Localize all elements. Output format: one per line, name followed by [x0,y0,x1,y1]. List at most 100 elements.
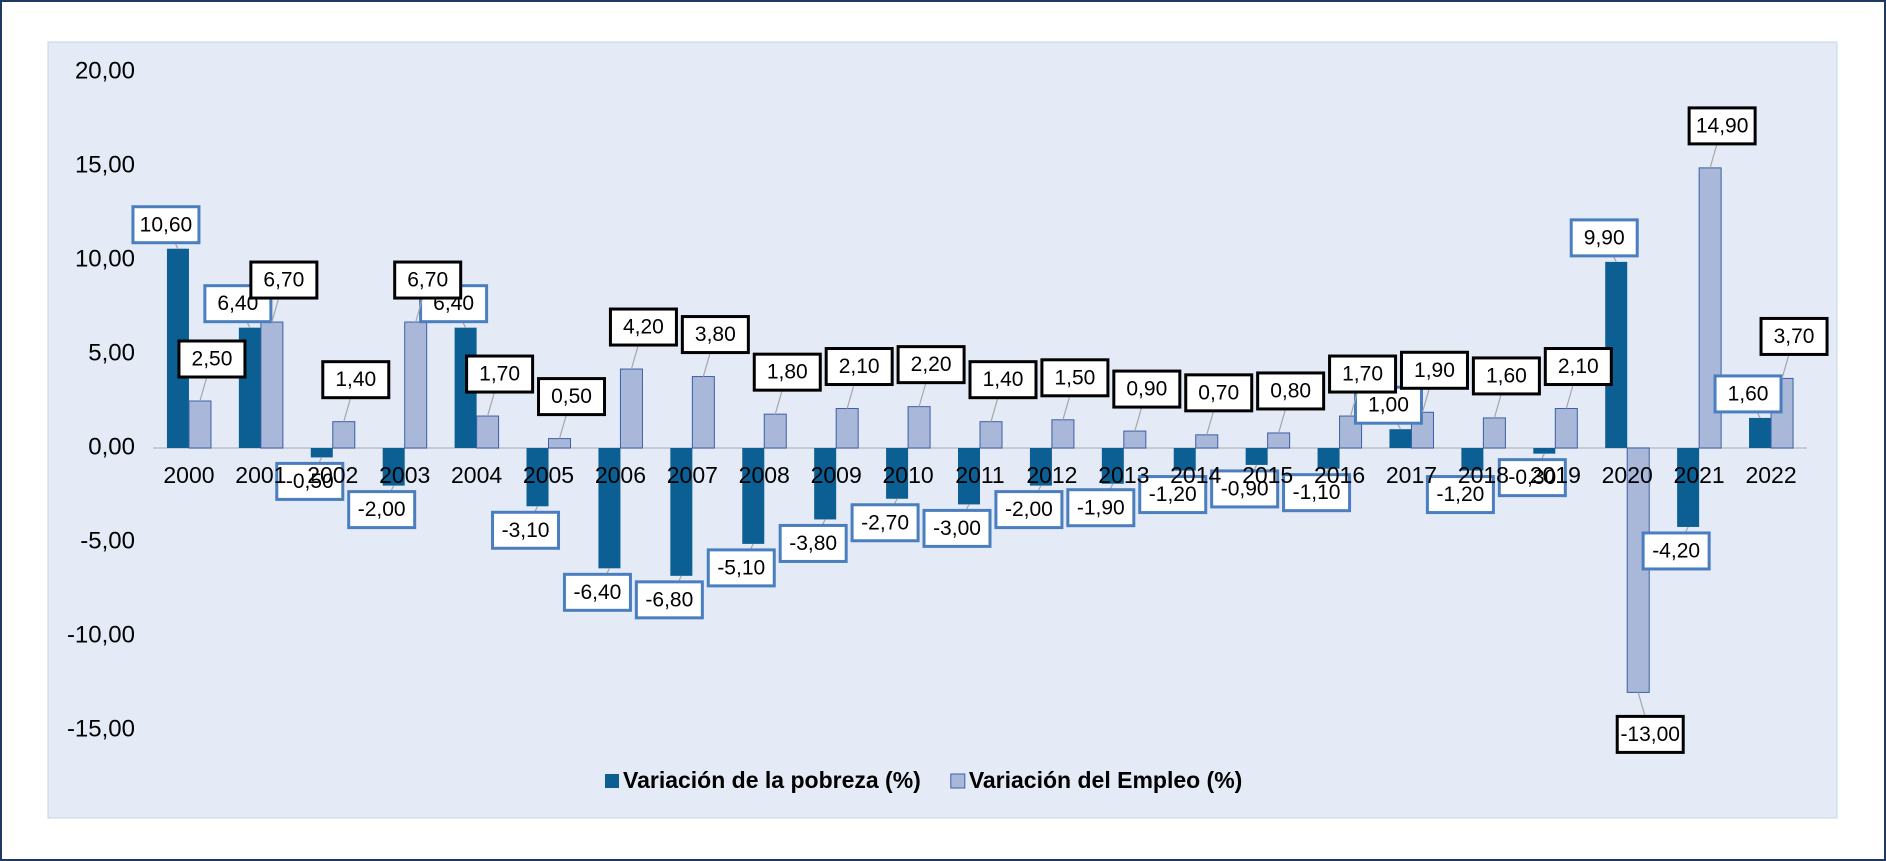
bar [1101,448,1124,484]
value-label-box [850,503,920,543]
bar [670,448,693,576]
value-label-box [249,260,319,300]
y-tick-label: -5,00 [80,527,135,554]
bar [1173,448,1196,471]
value-label: 6,70 [263,269,304,292]
value-label-box [1543,347,1613,387]
value-label-box [994,490,1064,530]
value-label: -0,90 [1221,477,1269,500]
bar [332,421,356,449]
bar [979,421,1003,449]
value-label: 6,40 [217,292,258,315]
x-tick-label: 2000 [163,462,214,488]
value-label: 1,40 [983,368,1024,391]
value-label: 0,50 [551,385,592,408]
bar [1749,417,1772,448]
value-label-box [1713,374,1783,414]
value-label: 2,50 [192,348,233,371]
value-label: 1,60 [1486,364,1527,387]
value-label-box [465,354,535,394]
value-label-box [393,260,463,300]
value-label-box [1641,531,1711,571]
bar [548,438,572,449]
value-label-box [1425,475,1495,515]
value-label: 10,60 [140,213,193,236]
value-label-box [1399,350,1469,390]
value-label: -1,20 [1436,483,1484,506]
value-label: 0,80 [1270,380,1311,403]
y-tick-label: 10,00 [75,245,135,272]
x-tick-label: 2013 [1098,462,1149,488]
value-label-box [706,548,776,588]
value-label: 2,10 [1558,355,1599,378]
bar [310,448,333,458]
bar [1123,430,1147,449]
value-label: -1,20 [1149,483,1197,506]
bar [526,448,549,507]
bar [1461,448,1484,471]
y-tick-label: 5,00 [88,339,135,366]
legend-swatch [605,774,619,788]
value-label-box [1184,373,1254,413]
value-label-box [1328,354,1398,394]
x-tick-label: 2018 [1458,462,1509,488]
bar [1051,419,1075,449]
bar [958,448,980,505]
value-label: -6,80 [645,588,693,611]
value-label: -3,00 [933,517,981,540]
value-label: -13,00 [1620,723,1680,746]
value-label: 1,00 [1368,394,1409,417]
value-label: 0,90 [1126,378,1167,401]
bar [1554,408,1578,449]
bar [1245,448,1268,465]
value-label: 6,70 [407,269,448,292]
x-tick-label: 2012 [1026,462,1077,488]
x-tick-label: 2002 [307,462,358,488]
value-label-box [562,572,632,612]
value-label: -2,70 [861,511,909,534]
value-label-box [824,347,894,387]
x-tick-label: 2001 [235,462,286,488]
legend-label: Variación del Empleo (%) [969,767,1243,793]
value-label: 3,70 [1774,325,1815,348]
value-label-box [491,510,561,550]
bar [382,448,405,486]
x-tick-label: 2007 [667,462,718,488]
value-label: -0,30 [1508,466,1556,489]
x-tick-label: 2011 [955,462,1004,488]
value-label-box [608,307,678,347]
bar [886,448,909,499]
value-label-box [752,352,822,392]
value-label-box [1066,488,1136,528]
x-tick-label: 2006 [595,462,646,488]
value-label-box [778,523,848,563]
x-tick-label: 2021 [1674,462,1725,488]
value-label-box [1282,473,1352,513]
bar [1267,432,1291,449]
value-label: -2,00 [1005,498,1053,521]
value-label: 3,80 [695,323,736,346]
x-tick-label: 2015 [1242,462,1293,488]
value-label: -5,10 [717,556,765,579]
value-label: -4,20 [1652,540,1700,563]
y-tick-label: -10,00 [67,621,135,648]
value-label: 1,40 [335,368,376,391]
value-label: -6,40 [573,581,621,604]
value-label-box [1138,475,1208,515]
y-tick-label: -15,00 [67,715,135,742]
value-label-box [922,508,992,548]
value-label: 1,50 [1054,366,1095,389]
value-label-box [1210,469,1280,509]
x-tick-label: 2008 [739,462,790,488]
y-tick-label: 0,00 [88,433,135,460]
bar [835,408,859,449]
bar [598,448,621,569]
x-tick-label: 2017 [1386,462,1437,488]
value-label-box [968,360,1038,400]
value-label-box [1687,106,1757,146]
x-tick-label: 2022 [1745,462,1796,488]
x-tick-label: 2020 [1602,462,1653,488]
value-label: 0,70 [1198,381,1239,404]
value-label: 1,70 [479,363,520,386]
y-tick-label: 20,00 [75,57,135,84]
